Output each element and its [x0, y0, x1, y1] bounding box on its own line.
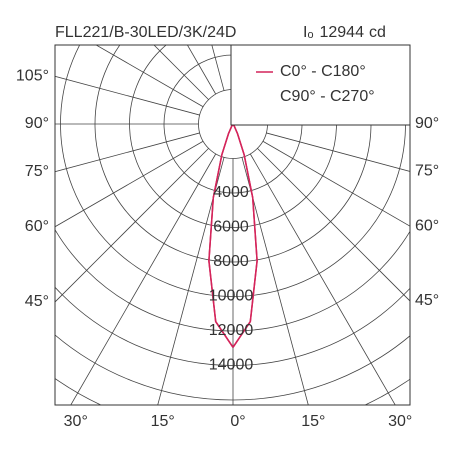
chart-title: FLL221/B-30LED/3K/24D: [55, 24, 236, 41]
intensity-curve: [208, 123, 234, 348]
angle-label: 30°: [64, 413, 88, 430]
angle-label: 0°: [230, 413, 245, 430]
peak-value: 12944: [319, 24, 364, 41]
r-tick-label: 10000: [209, 288, 254, 305]
angle-label: 60°: [415, 217, 439, 234]
curves: [208, 123, 258, 348]
radial-line: [153, 45, 209, 100]
angle-label: 45°: [415, 292, 439, 309]
angle-label: 75°: [25, 163, 49, 180]
radial-line: [55, 75, 200, 116]
peak-label: Iₒ 12944 cd: [303, 24, 386, 41]
r-tick-label: 12000: [209, 322, 254, 339]
radial-line: [55, 132, 200, 173]
angle-label: 90°: [415, 115, 439, 132]
angle-label: 90°: [25, 115, 49, 132]
peak-symbol: Iₒ: [303, 24, 313, 41]
radial-line: [186, 45, 217, 95]
r-tick-label: 8000: [213, 253, 249, 270]
radial-line: [157, 157, 225, 405]
r-tick-label: 4000: [213, 184, 249, 201]
radial-line: [257, 148, 410, 302]
angle-label: 15°: [151, 413, 175, 430]
angle-label: 75°: [415, 163, 439, 180]
labels: 4000 6000 8000 10000 12000 14000 105° 90° 75° 60°…: [16, 68, 439, 431]
angle-label: 45°: [25, 293, 49, 310]
radial-line: [55, 148, 209, 303]
legend-entry: C0° - C180°: [280, 63, 366, 80]
intensity-curve: [232, 123, 258, 348]
grid-circle: [55, 286, 410, 366]
radial-line: [95, 45, 204, 108]
angle-label: 105°: [16, 68, 49, 85]
radial-line: [249, 153, 396, 405]
angle-label: 60°: [25, 218, 49, 235]
grid-circle: [55, 228, 410, 332]
angle-label: 15°: [301, 413, 325, 430]
grid-circle: [55, 334, 410, 401]
radial-line: [70, 153, 217, 405]
peak-unit: cd: [369, 24, 386, 41]
legend-entry: C90° - C270°: [280, 88, 375, 105]
r-tick-label: 6000: [213, 219, 249, 236]
legend-box: [230, 44, 411, 126]
angle-label: 30°: [388, 413, 412, 430]
radial-line: [262, 140, 410, 227]
radial-line: [266, 132, 410, 172]
r-tick-label: 14000: [209, 357, 254, 374]
radial-line: [241, 157, 309, 405]
radial-line: [55, 140, 204, 228]
